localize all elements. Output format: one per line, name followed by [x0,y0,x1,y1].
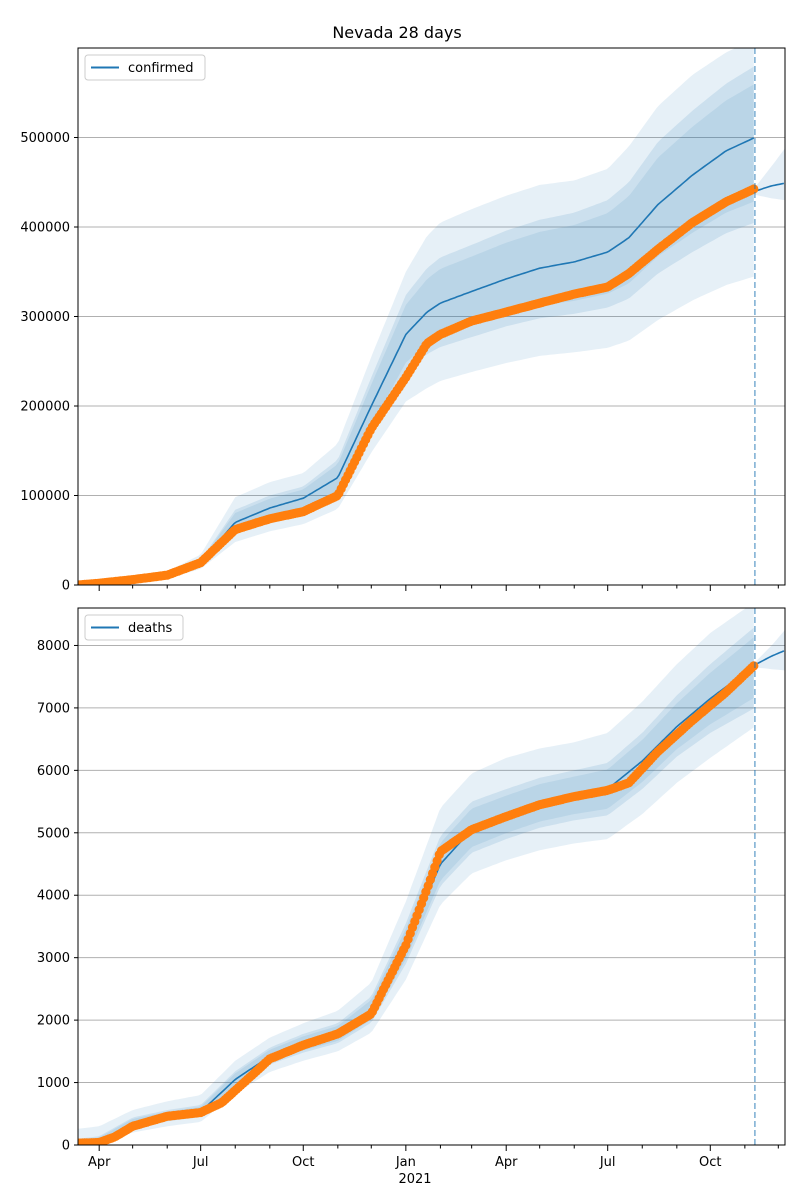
outer-uncertainty-band [78,608,754,1145]
axes-frame [77,607,786,1146]
x-tick-label: Jan [395,1155,416,1170]
y-tick-label: 6000 [37,764,70,779]
deaths-panel: 0 1000 2000 3000 4000 5000 6000 7000 8000 Apr Jul O… [37,607,786,1170]
x-tick-label: Apr [88,1155,111,1170]
figure-title: Nevada 28 days [332,23,461,42]
y-tick-label: 8000 [37,639,70,654]
outer-uncertainty-band [78,48,754,585]
y-tick-label: 4000 [37,889,70,904]
legend: deaths [84,614,184,641]
observed-point [749,184,759,194]
x-tick-label: Oct [292,1155,314,1170]
observed-point [749,661,759,671]
y-tick-label: 500000 [20,131,70,146]
forecast-band [754,629,785,671]
y-tick-label: 400000 [20,221,70,236]
y-tick-label: 100000 [20,489,70,504]
plot-area [78,608,785,1145]
y-tick-label: 2000 [37,1014,70,1029]
y-tick-label: 1000 [37,1076,70,1091]
y-tick-label: 3000 [37,951,70,966]
y-tick-label: 300000 [20,310,70,325]
axes-frame [77,47,786,586]
legend-box [84,614,184,641]
x-tick-label: Jul [599,1155,616,1170]
forecast-median-line [754,650,785,666]
legend-label: deaths [128,621,173,636]
legend: confirmed [84,54,206,81]
y-tick-label: 7000 [37,701,70,716]
inner-uncertainty-band [78,66,754,585]
y-tick-label: 0 [62,579,70,594]
y-tick-label: 0 [62,1139,70,1154]
y-tick-label: 200000 [20,400,70,415]
x-tick-label: Jul [192,1155,209,1170]
y-tick-label: 5000 [37,826,70,841]
plot-area [78,48,785,585]
legend-box [84,54,206,81]
confirmed-panel: 0 100000 200000 300000 400000 500000 confirmed [20,47,786,594]
x-year-label: 2021 [398,1172,431,1187]
forecast-band [754,148,785,201]
x-tick-label: Apr [495,1155,518,1170]
forecast-median-line [754,182,785,192]
x-tick-label: Oct [699,1155,721,1170]
legend-label: confirmed [128,61,194,76]
core-uncertainty-band [78,84,754,585]
